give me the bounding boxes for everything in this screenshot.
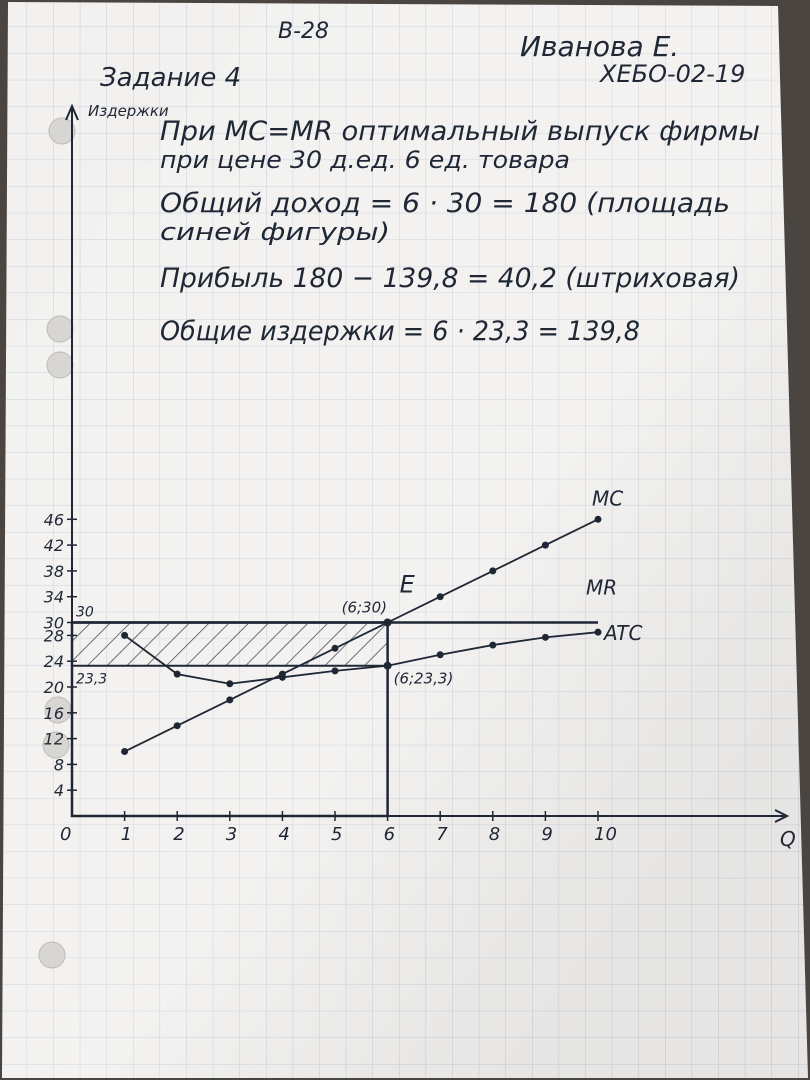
note-line-6: Общие издержки = 6 · 23,3 = 139,8 [160, 316, 640, 347]
y-tick-label-24: 24 [44, 652, 64, 671]
mc-point [173, 722, 181, 730]
note-line-5: Прибыль 180 − 139,8 = 40,2 (штриховая) [160, 263, 740, 294]
key-point-2 [383, 661, 392, 670]
note-line-1: При MC=MR оптимальный выпуск фирмы [160, 116, 760, 147]
y-tick-label-16: 16 [44, 704, 64, 723]
x-tick-label-1: 1 [121, 824, 132, 845]
x-tick-label-7: 7 [436, 824, 448, 845]
group-code: ХЕБО-02-19 [598, 60, 745, 88]
x-tick-label-8: 8 [489, 824, 500, 845]
mc-point [541, 541, 549, 549]
mc-point [436, 593, 444, 601]
mc-point [489, 567, 497, 575]
x-tick-label-6: 6 [384, 824, 395, 845]
atc-point [331, 667, 339, 675]
x-tick-label-5: 5 [331, 824, 342, 845]
key-point-1 [383, 618, 392, 627]
atc-point [121, 631, 129, 639]
note-line-2: при цене 30 д.ед. 6 ед. товара [160, 146, 570, 174]
mc-label: MC [592, 486, 623, 510]
mc-point [331, 644, 339, 652]
note-line-4: синей фигуры) [160, 218, 390, 246]
y-tick-label-8: 8 [54, 755, 64, 774]
axis-value-23-3: 23,3 [76, 672, 107, 688]
task-title: Задание 4 [100, 63, 241, 93]
atc-point [541, 633, 549, 641]
y-axis-label: Издержки [88, 102, 169, 120]
mc-curve [124, 518, 599, 753]
atc-point [489, 641, 497, 649]
x-axis-label: Q [780, 827, 796, 851]
key-point-coords-2: (6;23,3) [394, 670, 454, 688]
y-tick-label-28: 28 [44, 626, 64, 645]
atc-point [278, 673, 286, 681]
atc-point [436, 651, 444, 659]
x-tick-label-9: 9 [541, 824, 552, 845]
x-tick-label-3: 3 [226, 824, 237, 845]
y-tick-label-20: 20 [44, 678, 64, 697]
axis-value-30: 30 [76, 605, 94, 621]
atc-curve [124, 631, 599, 685]
x-tick-label-2: 2 [173, 824, 184, 845]
origin-label: 0 [60, 824, 71, 845]
y-tick-label-34: 34 [44, 588, 64, 607]
y-tick-label-4: 4 [54, 781, 64, 800]
mr-label: MR [586, 576, 617, 600]
mc-point [594, 515, 602, 523]
binder-holes [38, 117, 76, 969]
y-tick-label-30: 30 [44, 614, 64, 633]
y-tick-label-12: 12 [44, 730, 64, 749]
y-tick-label-38: 38 [44, 562, 64, 581]
variant-label: В-28 [278, 19, 329, 44]
y-tick-label-46: 46 [44, 510, 64, 529]
author-name: Иванова Е. [520, 30, 679, 63]
x-tick-label-4: 4 [278, 824, 289, 845]
x-axis-arrow [774, 809, 790, 823]
atc-point [226, 680, 234, 688]
key-point-coords-1: (6;30) [342, 599, 387, 617]
y-axis-arrow [65, 103, 79, 121]
note-line-3: Общий доход = 6 · 30 = 180 (площадь [160, 188, 730, 219]
mc-point [121, 748, 129, 755]
mc-point [226, 696, 234, 704]
profit-hatched-area [72, 622, 388, 666]
atc-label: ATC [602, 621, 642, 645]
y-tick-label-42: 42 [44, 536, 64, 555]
atc-point [594, 628, 602, 636]
equilibrium-label: E [400, 571, 416, 599]
x-tick-label-10: 10 [594, 824, 617, 845]
atc-point [173, 670, 181, 678]
